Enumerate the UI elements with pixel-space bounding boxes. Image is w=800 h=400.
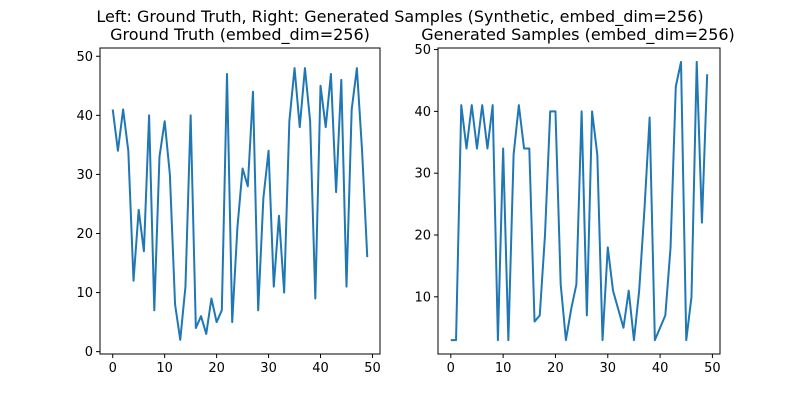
y-tick-label: 50 [76,50,93,65]
y-tick-label: 0 [85,345,93,360]
x-tick-label: 0 [447,361,455,376]
x-tick-label: 30 [600,361,617,376]
chart-generated-samples: Generated Samples (embed_dim=256) 0 10 20 3… [414,25,734,376]
x-tick-label: 50 [704,361,721,376]
chart-ground-truth: Ground Truth (embed_dim=256) 0 10 20 30 40 50… [76,25,380,376]
axes-frame-ground-truth [99,47,381,355]
y-tick-label: 10 [414,290,431,305]
y-tick-label: 40 [414,105,431,120]
x-tick-label: 20 [208,361,225,376]
y-tick-label: 20 [76,227,93,242]
x-tick-label: 40 [652,361,669,376]
x-tick-label: 40 [312,361,329,376]
y-tick-label: 50 [414,43,431,58]
plot-area-generated-samples: 0 10 20 30 40 50 10 20 30 40 50 [414,43,720,376]
chart-title-generated-samples: Generated Samples (embed_dim=256) [421,25,735,45]
chart-title-ground-truth: Ground Truth (embed_dim=256) [110,25,370,45]
x-tick-label: 30 [260,361,277,376]
x-tick-label: 50 [364,361,381,376]
y-tick-label: 10 [76,286,93,301]
axes-frame-generated-samples [437,47,721,355]
y-tick-label: 40 [76,109,93,124]
x-tick-label: 10 [495,361,512,376]
series-line-generated-samples [450,60,709,342]
x-tick-label: 0 [109,361,117,376]
x-tick-label: 20 [547,361,564,376]
figure-suptitle: Left: Ground Truth, Right: Generated Sam… [96,7,703,27]
series-line-ground-truth [111,67,369,341]
y-tick-label: 30 [76,168,93,183]
y-tick-label: 20 [414,229,431,244]
x-tick-label: 10 [156,361,173,376]
plot-area-ground-truth: 0 10 20 30 40 50 0 10 20 30 40 50 [76,47,381,376]
y-tick-label: 30 [414,167,431,182]
